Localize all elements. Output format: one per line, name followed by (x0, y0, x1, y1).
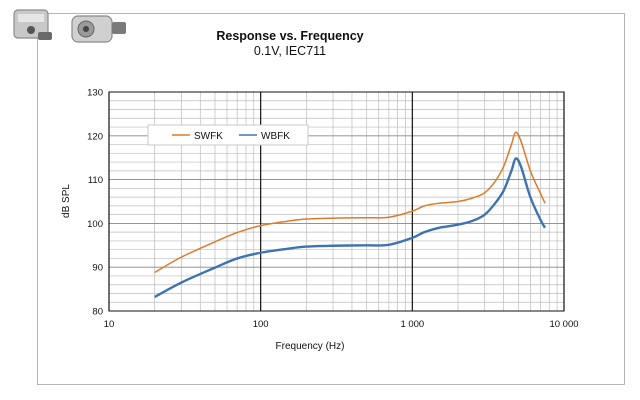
x-tick-label: 100 (253, 319, 269, 330)
y-tick-label: 130 (87, 88, 103, 99)
x-tick-label: 10 (104, 319, 115, 330)
series-line-wbfk (154, 157, 547, 299)
legend-label-swfk: SWFK (194, 131, 223, 142)
product-photo-1 (13, 9, 52, 40)
y-tick-label: 90 (92, 263, 103, 274)
x-axis-label: Frequency (Hz) (276, 341, 345, 352)
chart-title: Response vs. Frequency (216, 29, 364, 43)
product-photo-2 (71, 15, 126, 43)
x-tick-label: 10 000 (549, 319, 578, 330)
legend-box (147, 124, 309, 146)
series-line-swfk (154, 131, 546, 274)
y-tick-label: 80 (92, 307, 103, 318)
chart-subtitle: 0.1V, IEC711 (253, 44, 327, 58)
y-tick-label: 100 (87, 219, 103, 230)
chart-frame (37, 13, 625, 385)
x-tick-label: 1 000 (400, 319, 424, 330)
plot-border (108, 91, 565, 312)
y-axis-label: dB SPL (61, 184, 72, 218)
y-tick-label: 120 (87, 131, 103, 142)
y-tick-label: 110 (88, 175, 103, 186)
legend-label-wbfk: WBFK (261, 131, 290, 142)
